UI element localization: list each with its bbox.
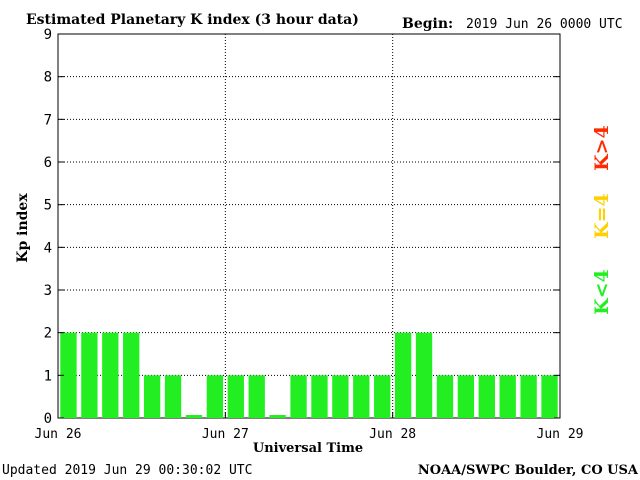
kp-bar xyxy=(81,332,98,418)
y-tick-label: 5 xyxy=(44,198,52,214)
credit-text: NOAA/SWPC Boulder, CO USA xyxy=(418,463,639,478)
legend-k-less-4: K<4 xyxy=(591,269,613,315)
kp-bar xyxy=(164,375,182,418)
kp-bar xyxy=(60,332,77,418)
y-tick-label: 2 xyxy=(44,326,52,342)
kp-bar xyxy=(206,375,224,418)
kp-bar xyxy=(541,375,558,418)
y-tick-label: 1 xyxy=(44,368,52,384)
y-tick-label: 4 xyxy=(44,240,52,256)
begin-label: Begin: xyxy=(402,16,453,32)
x-tick-label: Jun 28 xyxy=(369,427,416,442)
kp-bar xyxy=(290,375,307,418)
y-tick-label: 8 xyxy=(44,70,52,86)
x-tick-label: Jun 27 xyxy=(202,427,249,442)
kp-bar xyxy=(123,332,140,418)
legend-k-equal-4: K=4 xyxy=(591,193,613,239)
kp-bar xyxy=(436,375,454,418)
legend-k-greater-4: K>4 xyxy=(591,125,613,171)
plot-frame xyxy=(57,33,561,419)
kp-bar xyxy=(478,375,495,418)
y-tick-label: 9 xyxy=(44,27,52,43)
x-axis-ticks: Jun 26 Jun 27 Jun 28 Jun 29 xyxy=(35,412,584,442)
kp-bar xyxy=(415,332,433,418)
kp-bar xyxy=(143,375,161,418)
x-tick-label: Jun 26 xyxy=(35,427,82,442)
kp-bar xyxy=(520,375,537,418)
kp-bar xyxy=(394,332,412,418)
x-axis-label: Universal Time xyxy=(253,441,363,456)
kp-bar xyxy=(311,375,328,418)
y-tick-label: 3 xyxy=(44,283,52,299)
kp-bar xyxy=(353,375,370,418)
chart-title: Estimated Planetary K index (3 hour data… xyxy=(26,12,359,28)
y-axis-ticks: 0 1 2 3 4 5 6 7 8 9 xyxy=(44,27,560,427)
updated-timestamp: Updated 2019 Jun 29 00:30:02 UTC xyxy=(2,463,252,478)
legend: K>4 K=4 K<4 xyxy=(591,125,613,315)
y-tick-label: 7 xyxy=(44,112,52,128)
plot-area: 0 1 2 3 4 5 6 7 8 9 Jun 26 Jun 27 Jun 28 Jun 29 xyxy=(35,27,584,442)
kp-bar xyxy=(248,375,265,418)
kp-bar xyxy=(102,332,119,418)
kp-bar xyxy=(374,375,391,418)
kp-bar xyxy=(332,375,349,418)
begin-value: 2019 Jun 26 0000 UTC xyxy=(466,17,623,32)
kp-bar xyxy=(227,375,244,418)
y-axis-label: Kp index xyxy=(15,193,31,263)
kp-bar xyxy=(457,375,475,418)
bars xyxy=(60,332,558,418)
x-tick-label: Jun 29 xyxy=(537,427,584,442)
kp-bar xyxy=(185,415,203,418)
kp-bar xyxy=(269,415,286,418)
grid-lines xyxy=(58,34,560,418)
y-tick-label: 6 xyxy=(44,155,52,171)
kp-bar xyxy=(499,375,516,418)
y-tick-label: 0 xyxy=(44,411,52,427)
